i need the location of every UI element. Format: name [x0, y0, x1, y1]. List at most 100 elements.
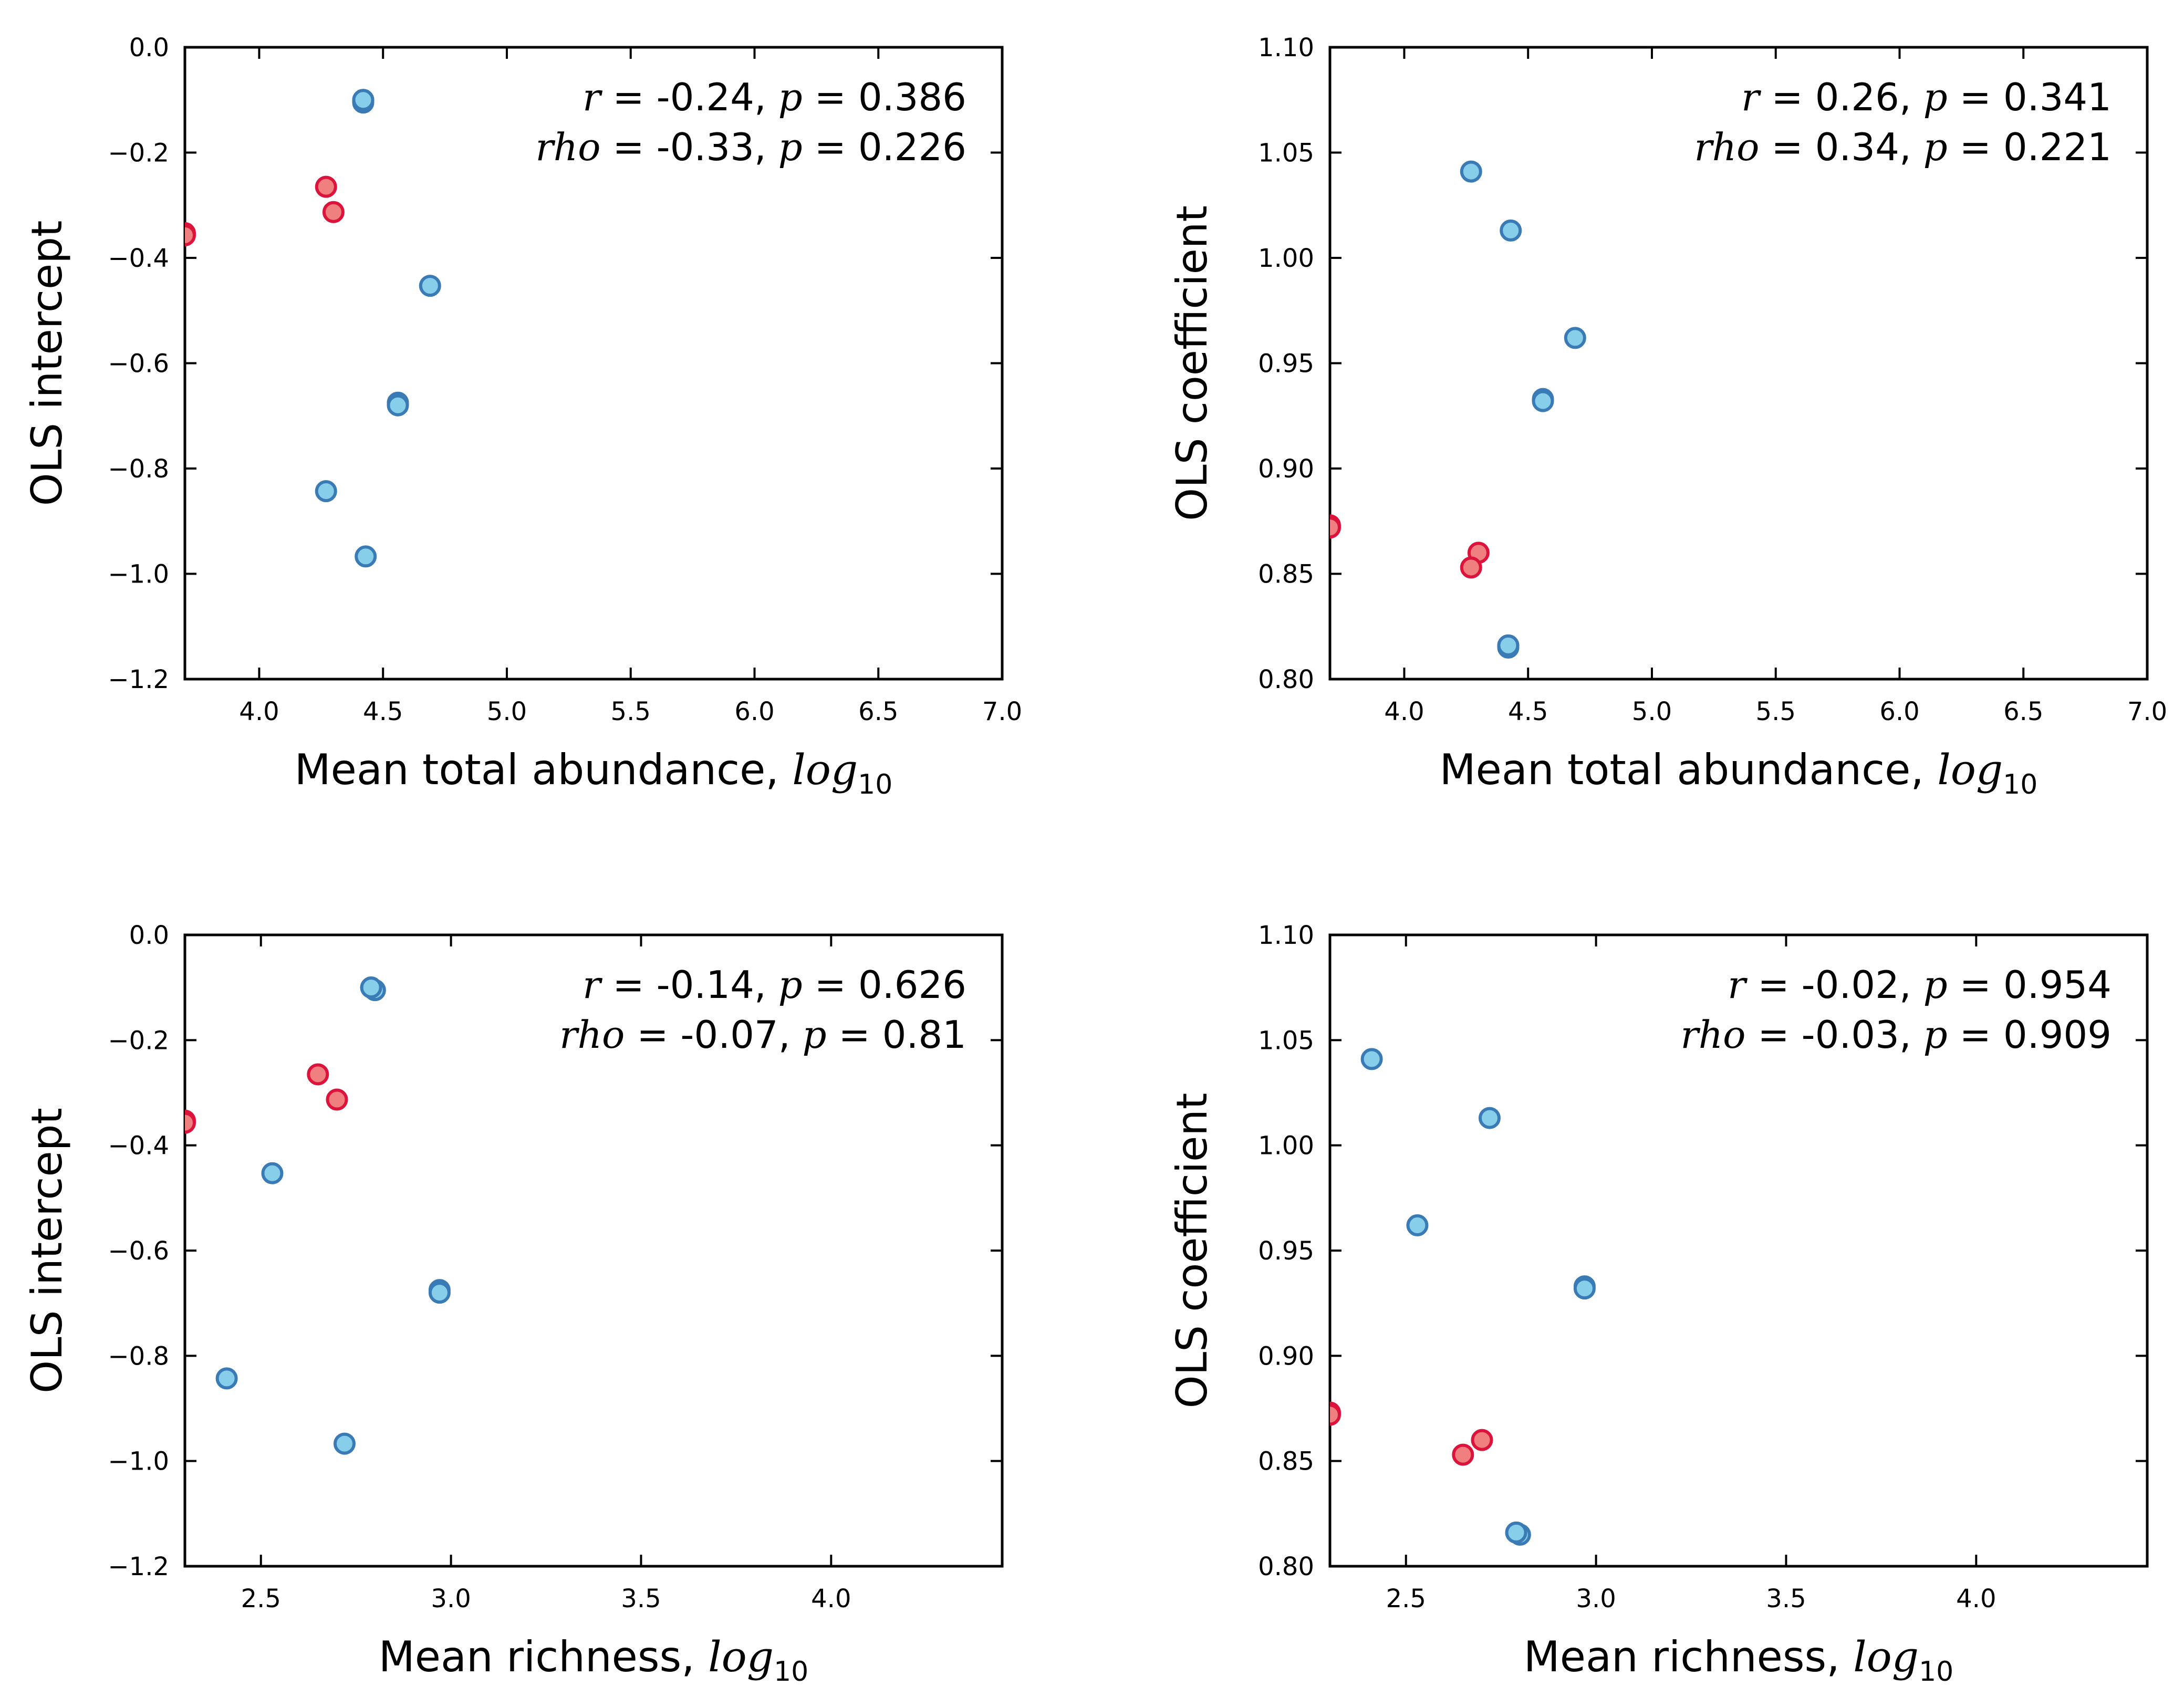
red-point — [1330, 516, 1341, 539]
y-tick-label: −0.4 — [108, 1131, 169, 1161]
blue-point — [1500, 219, 1522, 242]
y-tick-label: 1.10 — [1258, 33, 1314, 63]
y-tick-label: −1.0 — [108, 560, 169, 589]
x-tick-label: 5.0 — [487, 697, 527, 726]
blue-point — [1406, 1214, 1429, 1236]
blue-point — [355, 545, 377, 568]
x-tick-label: 6.5 — [2003, 697, 2043, 726]
y-axis-label: OLS intercept — [23, 221, 71, 506]
correlation-annotation: r = -0.02, p = 0.954 — [1728, 963, 2112, 1007]
x-tick-label: 4.5 — [1508, 697, 1548, 726]
x-tick-label: 3.5 — [1766, 1584, 1806, 1614]
x-tick-label: 2.5 — [1386, 1584, 1426, 1614]
red-point — [185, 1111, 196, 1134]
y-axis-label: OLS coefficient — [1168, 1093, 1216, 1409]
blue-point — [333, 1432, 356, 1455]
data-points — [185, 89, 441, 568]
y-tick-label: −1.2 — [108, 1552, 169, 1581]
x-tick-label: 6.5 — [858, 697, 898, 726]
blue-point — [1460, 160, 1482, 183]
y-tick-label: −0.8 — [108, 454, 169, 484]
panel-richness-intercept: 0.0 −0.2 −0.4 −0.6 −0.8 −1.0 −1.2 2.5 3.0 3.5 4.0M… — [23, 921, 1004, 1688]
correlation-annotation: rho = -0.03, p = 0.909 — [1680, 1013, 2112, 1057]
y-tick-label: 0.90 — [1258, 1341, 1314, 1371]
x-tick-label: 5.5 — [611, 697, 651, 726]
blue-point — [1478, 1107, 1501, 1129]
y-axis-label: OLS intercept — [23, 1108, 71, 1393]
blue-point — [1497, 634, 1520, 657]
x-tick-label: 2.5 — [241, 1584, 281, 1614]
x-tick-label: 3.5 — [621, 1584, 661, 1614]
blue-point — [428, 1282, 451, 1304]
red-point — [326, 1088, 348, 1111]
blue-point — [261, 1162, 284, 1184]
y-tick-label: 1.00 — [1258, 1131, 1314, 1161]
y-tick-label: 1.10 — [1258, 921, 1314, 950]
x-tick-label: 4.5 — [363, 697, 403, 726]
x-tick-label: 4.0 — [1384, 697, 1424, 726]
blue-point — [315, 480, 337, 503]
blue-point — [1564, 327, 1586, 349]
data-points — [185, 976, 451, 1455]
blue-point — [387, 394, 409, 417]
panel-abundance-intercept: 0.0 −0.2 −0.4 −0.6 −0.8 −1.0 −1.2 4.0 4.5 5.0 5.5 6… — [23, 33, 1022, 800]
y-tick-label: −0.2 — [108, 1026, 169, 1055]
blue-point — [215, 1367, 238, 1390]
x-tick-label: 4.0 — [811, 1584, 851, 1614]
correlation-annotation: rho = -0.33, p = 0.226 — [535, 125, 966, 169]
correlation-annotation: r = -0.14, p = 0.626 — [583, 963, 966, 1007]
panel-abundance-coefficient: 1.10 1.05 1.00 0.95 0.90 0.85 0.80 4.0 4.5 5.0 5.5… — [1168, 33, 2167, 800]
y-axis-label: OLS coefficient — [1168, 205, 1216, 521]
correlation-annotation: rho = 0.34, p = 0.221 — [1694, 125, 2112, 169]
x-axis-label: Mean richness, log10 — [1524, 1632, 1953, 1688]
y-tick-label: 0.0 — [129, 921, 169, 950]
blue-point — [419, 275, 441, 297]
x-tick-label: 4.0 — [239, 697, 279, 726]
blue-point — [1360, 1048, 1383, 1070]
x-tick-label: 5.0 — [1632, 697, 1672, 726]
y-tick-label: −1.2 — [108, 665, 169, 694]
x-axis-label: Mean richness, log10 — [379, 1632, 808, 1688]
y-tick-label: 1.00 — [1258, 244, 1314, 273]
blue-point — [1505, 1521, 1527, 1544]
data-points — [1330, 160, 1586, 659]
x-tick-label: 7.0 — [2127, 697, 2167, 726]
red-point — [1452, 1443, 1474, 1466]
correlation-annotation: r = -0.24, p = 0.386 — [583, 75, 966, 119]
y-tick-label: 0.95 — [1258, 349, 1314, 379]
x-axis-label: Mean total abundance, log10 — [295, 745, 893, 800]
red-point — [322, 201, 345, 223]
red-point — [1460, 556, 1482, 579]
y-tick-label: 1.05 — [1258, 139, 1314, 168]
data-points — [1330, 1048, 1596, 1546]
x-tick-label: 7.0 — [982, 697, 1022, 726]
y-tick-label: 0.80 — [1258, 1552, 1314, 1581]
y-tick-label: 0.95 — [1258, 1236, 1314, 1266]
x-tick-label: 4.0 — [1956, 1584, 1996, 1614]
blue-point — [360, 976, 382, 999]
x-axis-label: Mean total abundance, log10 — [1440, 745, 2038, 800]
y-tick-label: −1.0 — [108, 1447, 169, 1476]
y-tick-label: 0.80 — [1258, 665, 1314, 694]
blue-point — [1532, 390, 1554, 412]
red-point — [1330, 1403, 1341, 1426]
y-tick-label: 0.90 — [1258, 454, 1314, 484]
correlation-annotation: r = 0.26, p = 0.341 — [1741, 75, 2112, 119]
red-point — [315, 175, 337, 198]
blue-point — [352, 89, 375, 111]
x-tick-label: 3.0 — [431, 1584, 471, 1614]
y-tick-label: −0.6 — [108, 349, 169, 379]
x-tick-label: 6.0 — [734, 697, 774, 726]
x-tick-label: 3.0 — [1576, 1584, 1616, 1614]
y-tick-label: −0.8 — [108, 1341, 169, 1371]
red-point — [307, 1063, 329, 1086]
y-tick-label: 0.85 — [1258, 1447, 1314, 1476]
y-tick-label: 1.05 — [1258, 1026, 1314, 1055]
x-tick-label: 5.5 — [1756, 697, 1796, 726]
y-tick-label: 0.0 — [129, 33, 169, 63]
red-point — [1471, 1429, 1493, 1451]
y-tick-label: −0.6 — [108, 1236, 169, 1266]
red-point — [185, 224, 196, 246]
correlation-annotation: rho = -0.07, p = 0.81 — [559, 1013, 966, 1057]
